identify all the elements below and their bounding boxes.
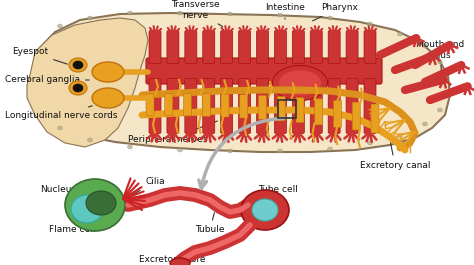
FancyBboxPatch shape — [238, 78, 251, 134]
Text: Transverse
nerve: Transverse nerve — [171, 0, 223, 27]
FancyBboxPatch shape — [274, 78, 286, 134]
Ellipse shape — [177, 11, 182, 15]
Text: Flame cell: Flame cell — [49, 220, 95, 235]
Ellipse shape — [57, 126, 63, 130]
Text: Mouth and
anus: Mouth and anus — [416, 40, 464, 79]
FancyBboxPatch shape — [346, 30, 358, 64]
Text: Excretory pore: Excretory pore — [139, 255, 205, 264]
Ellipse shape — [367, 141, 373, 145]
FancyBboxPatch shape — [352, 102, 360, 130]
Text: Pharynx: Pharynx — [312, 3, 358, 21]
Ellipse shape — [422, 122, 428, 126]
Ellipse shape — [86, 191, 116, 215]
Ellipse shape — [92, 88, 124, 108]
Ellipse shape — [88, 16, 92, 20]
FancyBboxPatch shape — [310, 78, 322, 134]
Ellipse shape — [57, 24, 63, 28]
Text: Nucleus: Nucleus — [40, 186, 77, 199]
Text: Intestine: Intestine — [265, 3, 305, 19]
FancyBboxPatch shape — [221, 94, 229, 117]
Text: Eyespot: Eyespot — [12, 47, 67, 64]
Ellipse shape — [92, 62, 124, 82]
FancyBboxPatch shape — [364, 30, 376, 64]
FancyBboxPatch shape — [183, 94, 191, 116]
Ellipse shape — [422, 44, 428, 48]
FancyBboxPatch shape — [146, 94, 154, 116]
FancyBboxPatch shape — [292, 78, 304, 134]
Ellipse shape — [69, 58, 87, 72]
Text: Tube cell: Tube cell — [258, 186, 298, 200]
FancyBboxPatch shape — [238, 30, 251, 64]
FancyBboxPatch shape — [256, 78, 268, 134]
FancyBboxPatch shape — [185, 30, 197, 64]
Ellipse shape — [73, 84, 83, 92]
Text: Excretory canal: Excretory canal — [360, 143, 430, 170]
FancyBboxPatch shape — [334, 100, 341, 127]
FancyBboxPatch shape — [146, 58, 382, 84]
FancyBboxPatch shape — [328, 78, 340, 134]
Ellipse shape — [252, 199, 278, 221]
Ellipse shape — [88, 138, 92, 142]
FancyBboxPatch shape — [185, 78, 197, 134]
Ellipse shape — [241, 190, 289, 230]
FancyBboxPatch shape — [256, 30, 268, 64]
FancyBboxPatch shape — [149, 30, 161, 64]
FancyBboxPatch shape — [346, 78, 358, 134]
FancyBboxPatch shape — [310, 30, 322, 64]
Ellipse shape — [277, 13, 283, 17]
FancyBboxPatch shape — [364, 78, 376, 134]
Ellipse shape — [328, 16, 332, 20]
Ellipse shape — [228, 12, 233, 16]
Text: Longitudinal nerve cords: Longitudinal nerve cords — [5, 106, 118, 120]
Ellipse shape — [279, 70, 321, 95]
Text: Peripheral nerves: Peripheral nerves — [128, 121, 218, 144]
Ellipse shape — [73, 61, 83, 69]
FancyBboxPatch shape — [296, 98, 304, 123]
FancyBboxPatch shape — [203, 30, 215, 64]
Ellipse shape — [273, 65, 328, 100]
Ellipse shape — [398, 32, 402, 36]
Ellipse shape — [128, 145, 133, 149]
FancyBboxPatch shape — [292, 30, 304, 64]
FancyBboxPatch shape — [258, 95, 266, 119]
Text: Cerebral ganglia: Cerebral ganglia — [5, 76, 89, 85]
FancyBboxPatch shape — [203, 78, 215, 134]
Text: Cilia: Cilia — [132, 178, 165, 195]
FancyBboxPatch shape — [149, 78, 161, 134]
Bar — [278, 100, 296, 118]
FancyBboxPatch shape — [315, 99, 323, 125]
Text: Tubule: Tubule — [195, 213, 225, 235]
FancyBboxPatch shape — [277, 96, 285, 121]
Ellipse shape — [128, 11, 133, 15]
Polygon shape — [28, 13, 450, 152]
FancyBboxPatch shape — [221, 78, 233, 134]
Ellipse shape — [71, 195, 103, 223]
FancyBboxPatch shape — [371, 104, 379, 133]
Ellipse shape — [398, 134, 402, 138]
Ellipse shape — [277, 149, 283, 153]
FancyBboxPatch shape — [202, 94, 210, 116]
Ellipse shape — [367, 22, 373, 26]
Ellipse shape — [69, 81, 87, 95]
FancyBboxPatch shape — [167, 78, 179, 134]
Ellipse shape — [438, 60, 443, 64]
Ellipse shape — [438, 108, 443, 112]
FancyBboxPatch shape — [274, 30, 286, 64]
FancyBboxPatch shape — [221, 30, 233, 64]
Polygon shape — [27, 18, 148, 147]
FancyBboxPatch shape — [167, 30, 179, 64]
Ellipse shape — [65, 179, 125, 231]
FancyBboxPatch shape — [165, 94, 173, 116]
FancyBboxPatch shape — [328, 30, 340, 64]
Ellipse shape — [177, 148, 182, 152]
Ellipse shape — [228, 149, 233, 153]
Ellipse shape — [328, 147, 332, 151]
FancyBboxPatch shape — [240, 95, 248, 118]
Ellipse shape — [170, 258, 190, 265]
